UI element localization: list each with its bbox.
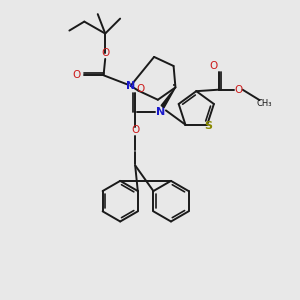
Text: •: •	[172, 83, 176, 89]
Text: O: O	[73, 70, 81, 80]
Text: O: O	[101, 48, 109, 58]
Text: O: O	[131, 125, 139, 135]
Text: N: N	[126, 81, 135, 91]
Text: O: O	[136, 84, 145, 94]
Text: O: O	[209, 61, 218, 71]
Text: S: S	[205, 121, 213, 131]
Text: O: O	[234, 85, 242, 95]
Polygon shape	[161, 87, 176, 107]
Text: N: N	[156, 107, 165, 117]
Text: CH₃: CH₃	[256, 99, 272, 108]
